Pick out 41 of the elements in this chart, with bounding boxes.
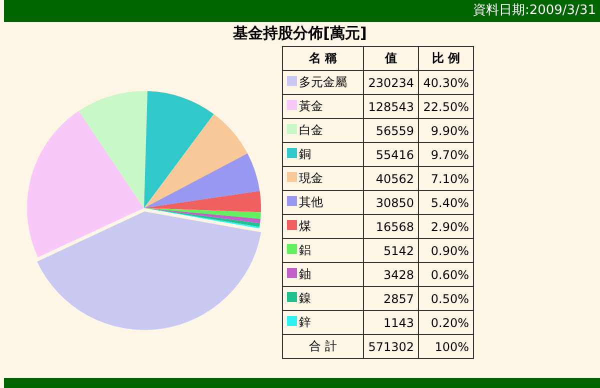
data-label: 30850 xyxy=(364,190,419,214)
data-label: 3428 xyxy=(364,262,419,286)
chart-title: 基金持股分佈[萬元] xyxy=(232,24,368,43)
text: 2.90% xyxy=(418,214,474,238)
data-label: 40562 xyxy=(364,166,419,190)
data-label: 5142 xyxy=(364,238,419,262)
legend-label: 鎳 xyxy=(282,286,364,310)
text: 571302 xyxy=(368,340,414,354)
text: 40.30% xyxy=(418,70,474,94)
text: 資料日期:2009/3/31 xyxy=(4,0,600,22)
data-label: 1143 xyxy=(364,310,419,334)
data-label: 16568 xyxy=(364,214,419,238)
data-label: 2857 xyxy=(364,286,419,310)
text: 0.60% xyxy=(418,262,474,286)
text: 0.20% xyxy=(418,310,474,334)
text: 9.70% xyxy=(418,142,474,166)
legend-label: 多元金屬 xyxy=(282,70,364,94)
legend-label: 煤 xyxy=(282,214,364,238)
text: 22.50% xyxy=(418,94,474,118)
legend-label: 其他 xyxy=(282,190,364,214)
data-label: 56559 xyxy=(364,118,419,142)
text: 7.10% xyxy=(418,166,474,190)
text: 比 例 xyxy=(418,46,474,70)
text: 名 稱 xyxy=(282,46,364,70)
legend-label: 白金 xyxy=(282,118,364,142)
legend-label: 鈾 xyxy=(282,262,364,286)
legend-label: 銅 xyxy=(282,142,364,166)
text: 9.90% xyxy=(418,118,474,142)
data-label: 128543 xyxy=(364,94,419,118)
legend-label: 鋅 xyxy=(282,310,364,334)
text: 合 計 xyxy=(282,334,364,358)
data-label: 230234 xyxy=(364,70,419,94)
text: 5.40% xyxy=(418,190,474,214)
legend-label: 鋁 xyxy=(282,238,364,262)
text: 0.50% xyxy=(418,286,474,310)
text: 0.90% xyxy=(418,238,474,262)
text: 100% xyxy=(434,340,469,354)
legend-label: 現金 xyxy=(282,166,364,190)
legend-label: 黃金 xyxy=(282,94,364,118)
text: 值 xyxy=(364,46,419,70)
data-label: 55416 xyxy=(364,142,419,166)
